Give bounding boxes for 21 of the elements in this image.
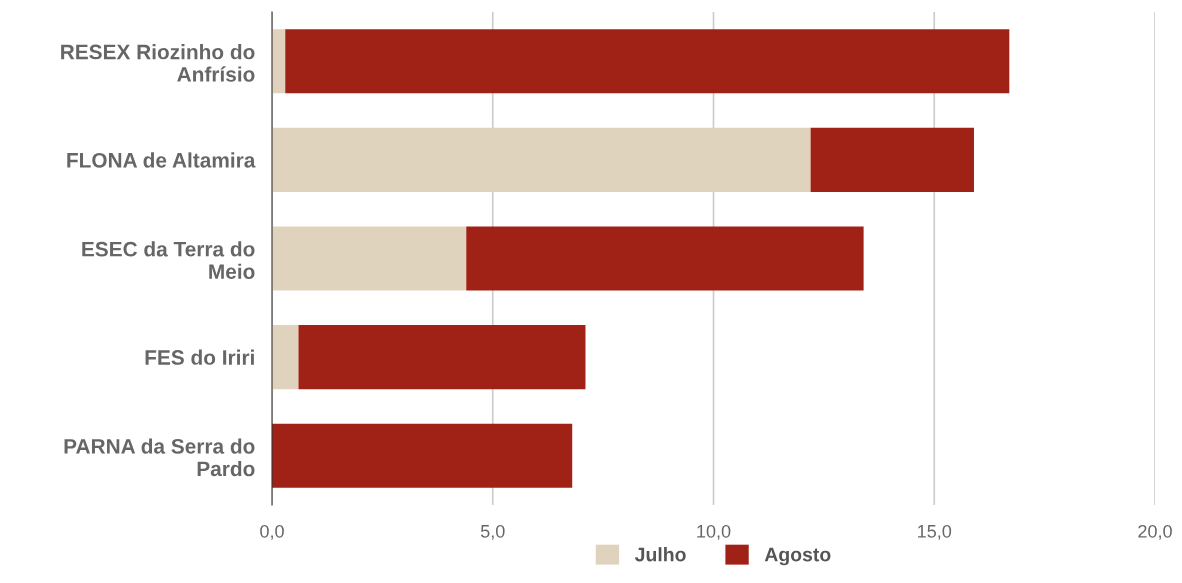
bar [272,29,286,94]
legend-label: Julho [634,547,686,562]
x-tick-label: 10,0 [697,524,731,540]
y-tick-label: FES do Iriri [145,349,254,365]
bar [466,226,864,291]
x-tick-label: 5,0 [480,524,505,540]
bar [285,29,1010,94]
x-tick-label: 15,0 [918,524,952,540]
bar [272,226,467,291]
y-tick-label: PARNA da Serra do Pardo [64,438,255,477]
bar [272,127,811,192]
bar [298,325,586,390]
x-tick-label: 0,0 [260,524,284,540]
y-tick-label: ESEC da Terra do Meio [82,241,255,279]
y-tick-label: RESEX Riozinho do Anfrísio [61,44,255,82]
bar [810,127,974,192]
bar [272,423,573,488]
legend-label: Agosto [764,547,831,566]
bar [272,325,299,390]
y-tick-label: FLONA de Altamira [67,152,256,168]
x-tick-label: 20,0 [1138,524,1172,540]
